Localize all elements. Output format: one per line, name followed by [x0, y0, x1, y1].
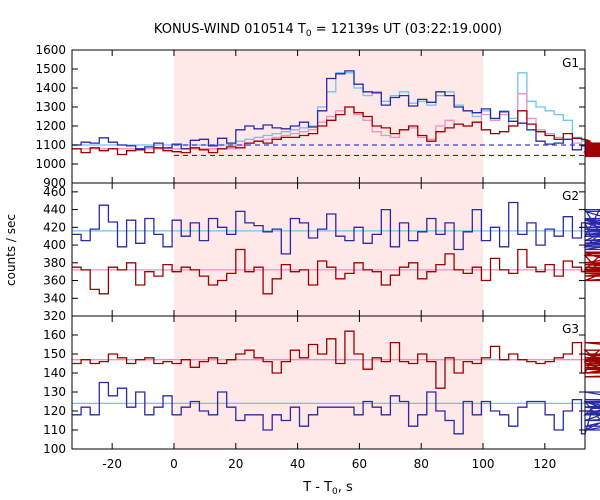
burst-interval-highlight: [173, 50, 484, 449]
g2-y-tick-label: 460: [43, 185, 66, 199]
g2-y-tick-label: 320: [43, 309, 66, 323]
y-axis-label: counts / sec: [4, 214, 18, 286]
x-axis-label-rest: , s: [338, 480, 353, 495]
g1-y-tick-label: 900: [43, 176, 66, 190]
g3-y-tick-label: 130: [43, 385, 66, 399]
g2-panel-label: G2: [562, 189, 579, 203]
g1-y-tick-label: 1000: [35, 157, 66, 171]
panel-g3: 100 110 120 130 140 150 160 G3: [43, 315, 600, 456]
g2-y-tick-label: 440: [43, 203, 66, 217]
x-axis-label-main: T - T: [302, 480, 332, 495]
g2-series-red: [72, 248, 600, 295]
g2-y-tick-label: 360: [43, 274, 66, 288]
x-axis-label-sub: 0: [332, 487, 338, 497]
g1-panel-label: G1: [562, 56, 579, 70]
g2-y-tick-label: 420: [43, 220, 66, 234]
x-tick-label: -20: [102, 457, 122, 471]
g3-series-red: [72, 330, 600, 389]
g3-y-tick-label: 150: [43, 347, 66, 361]
x-axis-label: T - T0, s: [302, 480, 353, 497]
g3-y-tick-label: 140: [43, 366, 66, 380]
chart-title-main: KONUS-WIND 010514 T: [154, 22, 306, 37]
g2-series-blue: [72, 201, 600, 255]
x-tick-label: 40: [290, 457, 305, 471]
x-tick-label: 20: [228, 457, 243, 471]
chart-title: KONUS-WIND 010514 T0 = 12139s UT (03:22:…: [154, 22, 502, 39]
g1-series-red: [72, 106, 600, 158]
g1-y-tick-label: 1100: [35, 138, 66, 152]
g3-y-tick-label: 100: [43, 442, 66, 456]
g3-series-blue: [72, 381, 600, 435]
g1-y-tick-label: 1400: [35, 81, 66, 95]
g1-y-tick-label: 1200: [35, 119, 66, 133]
g2-y-tick-label: 400: [43, 238, 66, 252]
g3-y-tick-label: 120: [43, 404, 66, 418]
g3-panel-label: G3: [562, 322, 579, 336]
g3-frame: [71, 315, 586, 450]
g3-y-tick-label: 160: [43, 328, 66, 342]
g2-y-tick-label: 340: [43, 291, 66, 305]
x-tick-label: 80: [414, 457, 429, 471]
x-tick-label: 100: [472, 457, 495, 471]
g2-y-tick-label: 380: [43, 256, 66, 270]
chart-title-rest: = 12139s UT (03:22:19.000): [312, 22, 502, 37]
x-tick-label: 120: [533, 457, 556, 471]
g3-y-tick-label: 110: [43, 423, 66, 437]
x-tick-label: 0: [170, 457, 178, 471]
x-tick-label: 60: [352, 457, 367, 471]
plot-area: 9001000110012001300140015001600G13203403…: [35, 43, 600, 471]
g1-y-tick-label: 1300: [35, 100, 66, 114]
chart-title-sub: 0: [306, 29, 312, 39]
g1-y-tick-label: 1600: [35, 43, 66, 57]
g1-y-tick-label: 1500: [35, 62, 66, 76]
g1-series-blue: [72, 70, 600, 155]
